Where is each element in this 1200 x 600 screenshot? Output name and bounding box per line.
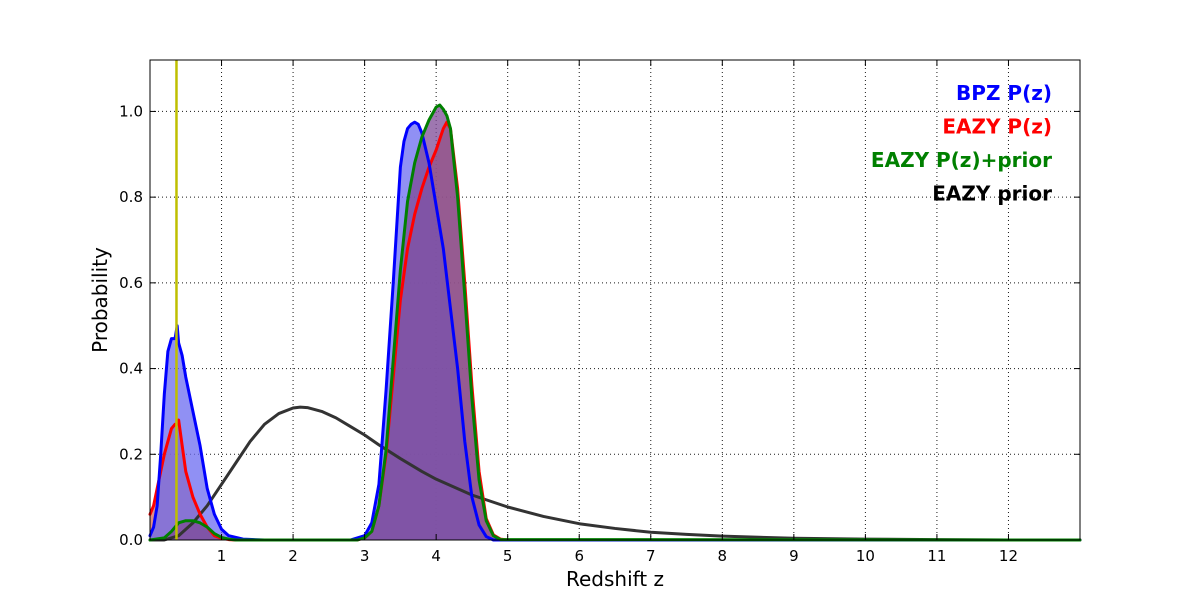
- y-tick-label: 1.0: [119, 102, 143, 120]
- series-line-eazy-prior: [148, 405, 1010, 542]
- y-tick-label: 0.4: [119, 360, 143, 378]
- legend: BPZ P(z) EAZY P(z) EAZY P(z)+prior EAZY pri…: [871, 81, 1052, 206]
- x-tick-label: 4: [431, 547, 441, 565]
- x-tick-label: 10: [856, 547, 875, 565]
- legend-entry-eazy-p-z: EAZY P(z): [942, 115, 1052, 139]
- grid-layer: [150, 60, 1080, 540]
- tick-layer: 1 2 3 4 5 6 7 8 9 10 11 120.00.20.40.60.81.0: [119, 60, 1080, 565]
- x-tick-label: 11: [927, 547, 946, 565]
- x-axis-title: Redshift z: [566, 567, 664, 591]
- x-tick-label: 12: [999, 547, 1018, 565]
- x-tick-label: 8: [718, 547, 728, 565]
- legend-entry-bpz-p-z: BPZ P(z): [956, 81, 1052, 105]
- y-tick-label: 0.6: [119, 274, 143, 292]
- legend-entry-eazy-prior: EAZY prior: [932, 182, 1052, 206]
- plot-frame: [149, 59, 1081, 541]
- x-tick-label: 7: [646, 547, 656, 565]
- x-tick-label: 1: [217, 547, 227, 565]
- y-tick-label: 0.2: [119, 445, 143, 463]
- series-line-eazy-p-z-prior: [148, 103, 1082, 542]
- x-tick-label: 5: [503, 547, 513, 565]
- x-tick-label: 6: [574, 547, 584, 565]
- legend-entry-eazy-p-z-prior: EAZY P(z)+prior: [871, 148, 1052, 172]
- x-tick-label: 2: [288, 547, 298, 565]
- y-axis-title: Probability: [88, 247, 112, 353]
- x-tick-label: 9: [789, 547, 799, 565]
- y-tick-label: 0.8: [119, 188, 143, 206]
- x-tick-label: 3: [360, 547, 370, 565]
- y-tick-label: 0.0: [119, 531, 143, 549]
